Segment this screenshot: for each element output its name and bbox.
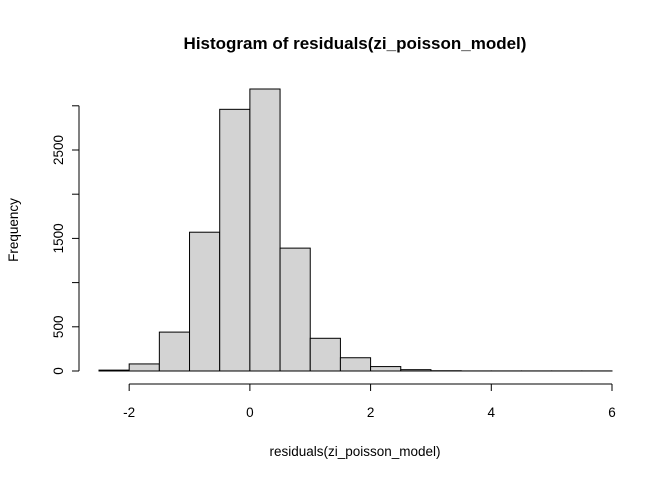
histogram-bar: [128, 363, 160, 372]
x-axis-label: residuals(zi_poisson_model): [269, 444, 440, 459]
histogram-bar: [370, 366, 402, 372]
y-tick-label: 0: [51, 367, 66, 375]
x-axis: -2 0 2 4 6: [123, 383, 616, 420]
histogram-bar: [189, 231, 221, 372]
y-axis-label: Frequency: [6, 198, 21, 262]
histogram-bar: [400, 369, 432, 372]
y-tick-label: 500: [51, 316, 66, 339]
x-tick-label: 4: [488, 405, 496, 420]
y-axis: 0 500 1500 2500: [51, 105, 80, 375]
histogram-bar: [339, 357, 372, 372]
histogram-bar: [309, 337, 341, 372]
chart-title: Histogram of residuals(zi_poisson_model): [184, 34, 527, 53]
x-tick-label: 0: [246, 405, 254, 420]
x-tick-label: 6: [608, 405, 616, 420]
histogram-bar: [158, 331, 191, 372]
bars-group: [98, 88, 613, 372]
x-tick-label: -2: [123, 405, 135, 420]
y-tick-label: 1500: [51, 223, 66, 253]
histogram-bar: [219, 108, 251, 372]
x-tick-label: 2: [367, 405, 375, 420]
histogram-bar: [279, 247, 311, 372]
y-tick-label: 2500: [51, 135, 66, 165]
histogram-bar: [249, 88, 281, 372]
histogram-bar: [98, 369, 130, 372]
